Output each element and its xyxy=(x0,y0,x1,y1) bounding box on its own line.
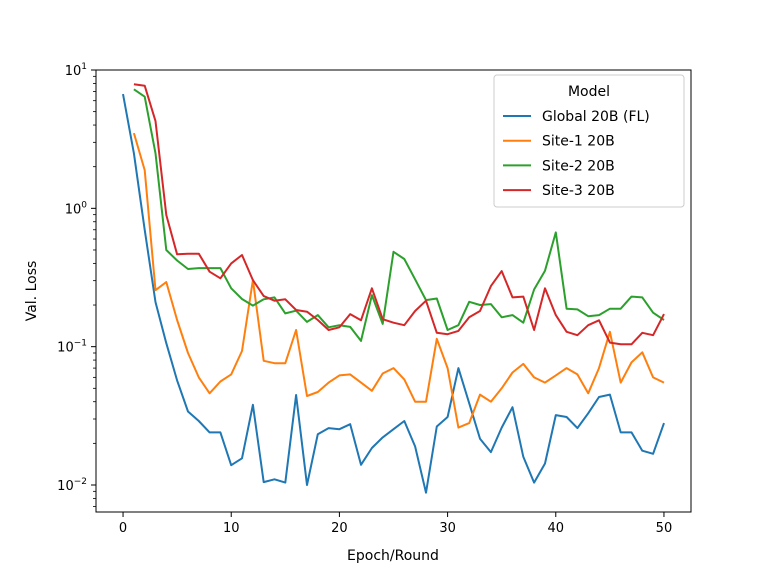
y-axis: 10−2 10−1 100 101 xyxy=(57,62,96,507)
legend-label: Site-2 20B xyxy=(542,158,615,174)
x-tick-label: 40 xyxy=(547,521,564,536)
series-line-4 xyxy=(133,83,665,346)
series-lines xyxy=(122,83,665,494)
legend-title: Model xyxy=(568,84,610,100)
legend-label: Site-1 20B xyxy=(542,134,615,150)
x-tick-label: 0 xyxy=(119,521,127,536)
plot-frame xyxy=(95,69,692,513)
legend: Model Global 20B (FL) Site-1 20B Site-2 20… xyxy=(493,74,685,208)
x-tick-label: 50 xyxy=(656,521,673,536)
y-tick-label: 101 xyxy=(65,62,87,79)
series-line-3 xyxy=(133,88,665,342)
x-axis-label: Epoch/Round xyxy=(347,548,439,564)
legend-label: Site-3 20B xyxy=(542,183,615,199)
y-tick-label: 10−2 xyxy=(57,477,87,494)
y-axis-label: Val. Loss xyxy=(24,261,40,322)
legend-box xyxy=(493,74,685,208)
series-line-2 xyxy=(132,132,665,429)
x-tick-label: 30 xyxy=(439,521,456,536)
series-line-1 xyxy=(122,93,665,494)
y-tick-label: 10−1 xyxy=(57,339,87,356)
x-tick-label: 10 xyxy=(223,521,240,536)
x-tick-label: 20 xyxy=(331,521,348,536)
y-tick-label: 100 xyxy=(65,200,88,217)
legend-label: Global 20B (FL) xyxy=(542,109,650,125)
x-axis: 0 10 20 30 40 50 xyxy=(119,512,672,536)
